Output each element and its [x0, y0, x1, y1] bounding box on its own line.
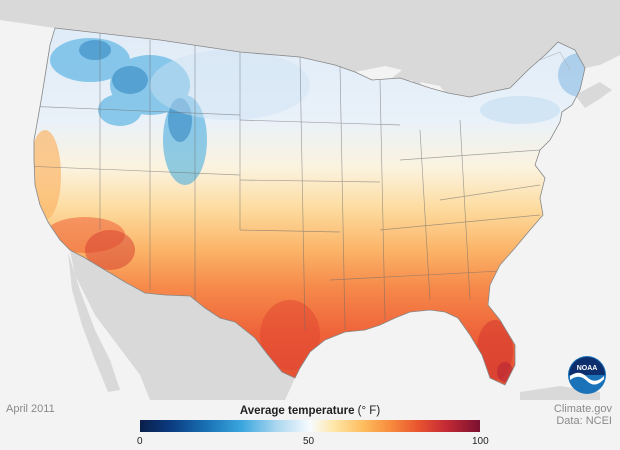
canada-land — [0, 0, 620, 97]
colorbar-tick-50: 50 — [303, 436, 315, 447]
temperature-colorbar — [140, 420, 480, 432]
noaa-logo-text: NOAA — [577, 365, 598, 372]
credit-climate-gov: Climate.gov — [553, 403, 612, 415]
legend-title-text: Average temperature — [239, 405, 355, 417]
temperature-map — [0, 0, 620, 400]
colorbar-tick-0: 0 — [137, 436, 143, 447]
colorbar-tick-100: 100 — [472, 436, 489, 447]
date-label: April 2011 — [6, 403, 55, 415]
legend-unit: (° F) — [357, 405, 381, 417]
maritime-land — [575, 82, 612, 108]
mexico-land — [70, 250, 295, 400]
border-line — [539, 51, 571, 71]
noaa-logo: NOAA — [568, 356, 606, 394]
legend-title: Average temperature (° F) — [140, 405, 480, 417]
baja-land — [68, 252, 120, 392]
credit-data-source: Data: NCEI — [556, 415, 612, 427]
